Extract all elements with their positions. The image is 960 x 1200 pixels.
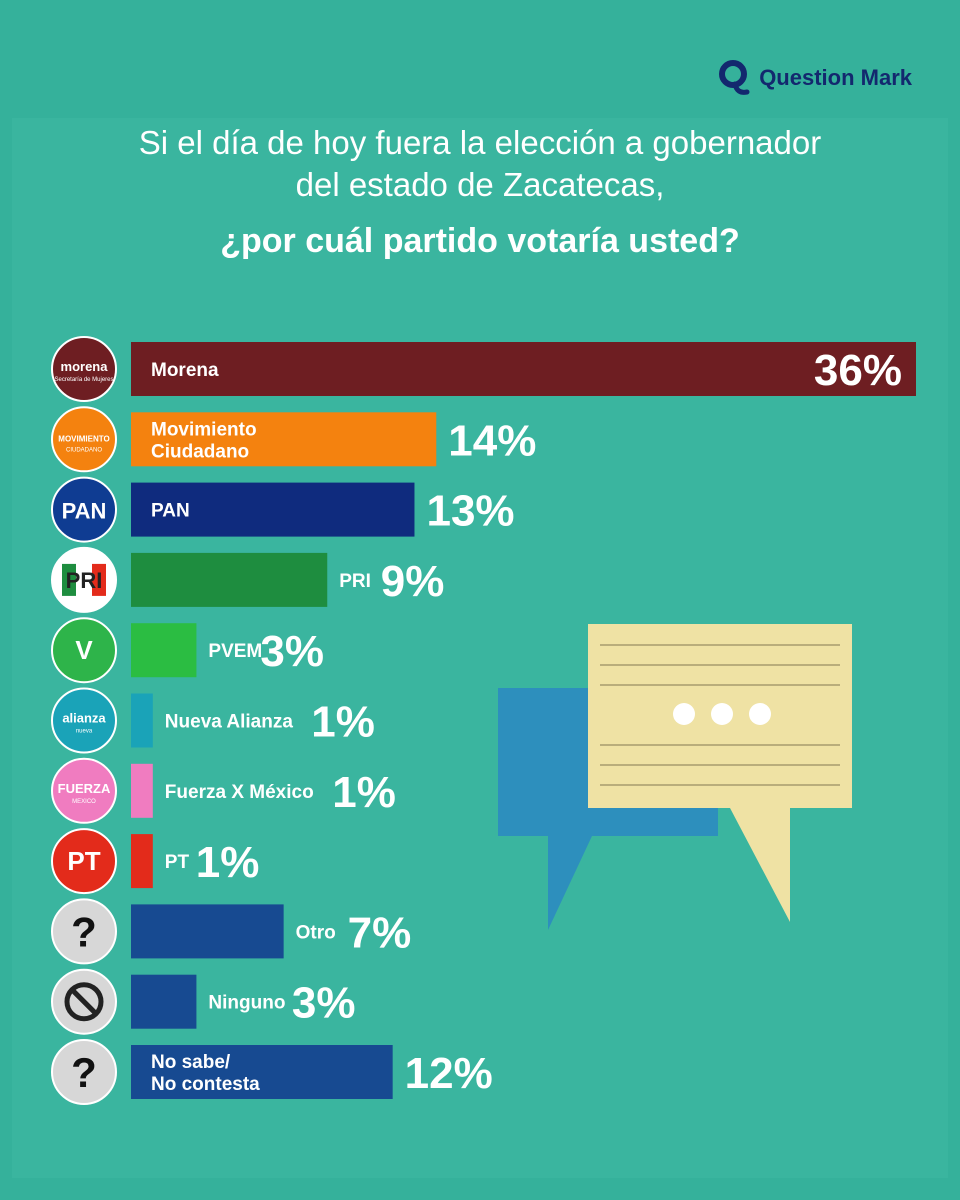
value-label-nueva-alianza: 1% xyxy=(311,698,375,747)
question-mark-icon: ? xyxy=(51,898,117,965)
question-mark-brand-icon xyxy=(719,60,750,95)
brand-name: Question Mark xyxy=(759,65,912,90)
dot-1 xyxy=(673,703,695,725)
bar-label-nueva-alianza: Nueva Alianza xyxy=(165,712,294,733)
pri-red xyxy=(92,563,106,596)
pt-logo-icon: PT xyxy=(51,828,117,895)
bar-label-pri: PRI xyxy=(339,571,371,592)
title-line-1: Si el día de hoy fuera la elección a gob… xyxy=(138,124,822,161)
bar-ninguno xyxy=(131,974,197,1029)
value-label-pan: 13% xyxy=(426,487,514,536)
logo-text: ? xyxy=(71,908,97,955)
chart-title: Si el día de hoy fuera la elección a gob… xyxy=(0,122,960,266)
logo-circle xyxy=(51,406,117,473)
fuerza-x-mexico-logo-icon: FUERZA MEXICO xyxy=(51,757,117,824)
value-label-pt: 1% xyxy=(196,838,260,887)
logo-circle xyxy=(51,898,117,965)
brand-logo: Question Mark xyxy=(717,58,912,98)
logo-text: FUERZA xyxy=(58,781,111,796)
dot-2 xyxy=(711,703,733,725)
logo-circle xyxy=(51,828,117,895)
bar-pan xyxy=(131,482,415,537)
question-mark-icon: ? xyxy=(51,1039,117,1105)
value-label-fuerza-x-mexico: 1% xyxy=(332,768,396,817)
bar-label-fuerza-x-mexico: Fuerza X México xyxy=(165,782,314,803)
pvem-logo-icon: V xyxy=(51,617,117,684)
logo-text: PT xyxy=(67,846,100,876)
pri-logo-icon: PRI xyxy=(51,546,117,613)
pan-logo-icon: PAN xyxy=(51,476,117,543)
value-label-morena: 36% xyxy=(814,346,902,395)
bar-fuerza-x-mexico xyxy=(131,763,153,818)
bar-label-pan: PAN xyxy=(151,501,190,522)
bar-otro xyxy=(131,904,284,959)
bar-pt xyxy=(131,834,153,889)
bar-movimiento-ciudadano xyxy=(131,412,437,467)
logo-circle xyxy=(51,476,117,543)
logo-text: PAN xyxy=(62,499,107,524)
bar-label-pvem: PVEM xyxy=(208,641,262,662)
value-label-pri: 9% xyxy=(381,557,445,606)
no-symbol-icon xyxy=(51,968,117,1035)
bar-label-morena: Morena xyxy=(151,360,219,381)
logo-text: morena xyxy=(61,359,109,374)
bar-pvem xyxy=(131,623,197,678)
bar-label-ninguno: Ninguno xyxy=(208,993,285,1014)
logo-text: V xyxy=(75,635,93,665)
logo-circle xyxy=(51,687,117,754)
nueva-alianza-logo-icon: alianza nueva xyxy=(51,687,117,754)
logo-subtext: MEXICO xyxy=(72,799,96,805)
value-label-pvem: 3% xyxy=(260,627,324,676)
pri-green xyxy=(62,563,76,596)
no-symbol-ring xyxy=(64,982,104,1022)
title-question: ¿por cuál partido votaría usted? xyxy=(220,222,740,260)
logo-circle xyxy=(51,757,117,824)
bar-label-pt: PT xyxy=(165,852,190,873)
title-line-2: del estado de Zacatecas, xyxy=(295,166,665,203)
logo-subtext: Secretaría de Mujeres xyxy=(54,377,113,383)
bar-label-no-sabe-no-contesta-line-1: No sabe/ xyxy=(151,1052,231,1073)
dot-3 xyxy=(749,703,771,725)
logo-circle xyxy=(51,1039,117,1105)
movimiento-ciudadano-logo-icon: MOVIMIENTO CIUDADANO xyxy=(51,406,117,473)
logo-text: MOVIMIENTO xyxy=(58,434,109,443)
value-label-movimiento-ciudadano: 14% xyxy=(448,416,536,465)
bar-morena xyxy=(131,342,916,396)
value-label-no-sabe-no-contesta: 12% xyxy=(405,1049,493,1098)
speech-bubbles-illustration xyxy=(498,624,852,930)
logo-text: ? xyxy=(71,1049,97,1096)
value-label-otro: 7% xyxy=(348,908,412,957)
logo-circle xyxy=(51,336,117,402)
bar-label-movimiento-ciudadano-line-2: Ciudadano xyxy=(151,441,249,462)
logo-subtext: nueva xyxy=(76,729,93,735)
logo-text: alianza xyxy=(62,711,106,726)
logo-subtext: CIUDADANO xyxy=(66,447,102,453)
no-symbol-slash xyxy=(70,987,98,1016)
bar-nueva-alianza xyxy=(131,693,153,748)
logo-text: PRI xyxy=(66,568,103,593)
bar-pri xyxy=(131,552,328,607)
logo-circle xyxy=(51,617,117,684)
morena-logo-icon: morena Secretaría de Mujeres xyxy=(51,336,117,402)
bar-label-movimiento-ciudadano-line-1: Movimiento xyxy=(151,419,257,440)
bar-no-sabe-no-contesta xyxy=(131,1045,393,1099)
bar-label-no-sabe-no-contesta-line-2: No contesta xyxy=(151,1074,260,1095)
bar-label-otro: Otro xyxy=(296,922,336,943)
value-label-ninguno: 3% xyxy=(292,979,356,1028)
